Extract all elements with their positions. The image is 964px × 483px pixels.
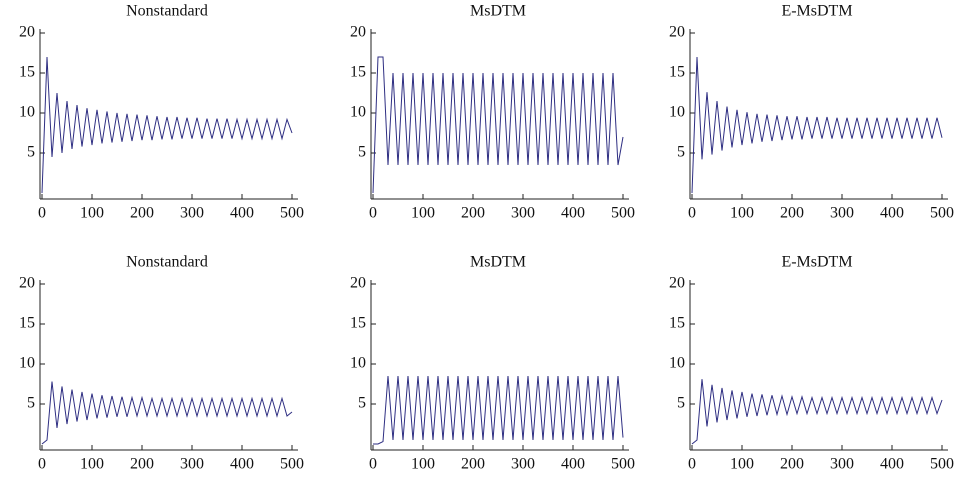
series-line bbox=[41, 56, 293, 194]
x-tick-label: 200 bbox=[461, 456, 485, 473]
x-tick-label: 500 bbox=[611, 456, 635, 473]
x-tick-label: 300 bbox=[511, 456, 535, 473]
x-tick-label: 200 bbox=[130, 205, 154, 222]
x-tick-label: 0 bbox=[369, 456, 377, 473]
chart-title: E-MsDTM bbox=[781, 254, 852, 271]
x-tick-label: 100 bbox=[411, 205, 435, 222]
y-tick-label: 15 bbox=[669, 315, 685, 332]
x-tick-label: 100 bbox=[80, 205, 104, 222]
x-tick-label: 500 bbox=[611, 205, 635, 222]
y-tick-label: 10 bbox=[350, 355, 366, 372]
y-tick-label: 15 bbox=[669, 64, 685, 81]
x-tick-label: 400 bbox=[230, 205, 254, 222]
series-line bbox=[691, 56, 943, 194]
chart-title: MsDTM bbox=[470, 254, 526, 271]
y-tick-label: 5 bbox=[358, 144, 366, 161]
x-tick-label: 0 bbox=[369, 205, 377, 222]
y-tick-label: 10 bbox=[19, 104, 35, 121]
x-tick-label: 500 bbox=[280, 205, 304, 222]
y-tick-label: 20 bbox=[350, 275, 366, 292]
x-tick-label: 300 bbox=[511, 205, 535, 222]
y-tick-label: 20 bbox=[19, 24, 35, 41]
x-tick-label: 0 bbox=[688, 205, 696, 222]
x-tick-label: 400 bbox=[561, 205, 585, 222]
y-tick-label: 15 bbox=[19, 64, 35, 81]
x-tick-label: 500 bbox=[930, 456, 954, 473]
series-line bbox=[41, 381, 293, 445]
y-tick-label: 15 bbox=[350, 64, 366, 81]
chart-title: Nonstandard bbox=[126, 254, 208, 271]
y-tick-label: 5 bbox=[358, 395, 366, 412]
x-tick-label: 200 bbox=[461, 205, 485, 222]
x-tick-label: 500 bbox=[930, 205, 954, 222]
x-tick-label: 300 bbox=[180, 205, 204, 222]
x-tick-label: 400 bbox=[561, 456, 585, 473]
y-tick-label: 5 bbox=[27, 395, 35, 412]
x-tick-label: 500 bbox=[280, 456, 304, 473]
y-tick-label: 20 bbox=[669, 275, 685, 292]
x-tick-label: 400 bbox=[880, 456, 904, 473]
y-tick-label: 10 bbox=[19, 355, 35, 372]
x-tick-label: 400 bbox=[230, 456, 254, 473]
x-tick-label: 0 bbox=[688, 456, 696, 473]
chart-title: E-MsDTM bbox=[781, 3, 852, 20]
x-tick-label: 200 bbox=[130, 456, 154, 473]
y-tick-label: 10 bbox=[350, 104, 366, 121]
y-tick-label: 15 bbox=[350, 315, 366, 332]
y-tick-label: 10 bbox=[669, 104, 685, 121]
y-tick-label: 5 bbox=[677, 144, 685, 161]
x-tick-label: 300 bbox=[830, 456, 854, 473]
series-line bbox=[372, 56, 624, 194]
chart-title: MsDTM bbox=[470, 3, 526, 20]
y-tick-label: 20 bbox=[350, 24, 366, 41]
y-tick-label: 5 bbox=[677, 395, 685, 412]
x-tick-label: 300 bbox=[830, 205, 854, 222]
x-tick-label: 200 bbox=[780, 205, 804, 222]
y-tick-label: 15 bbox=[19, 315, 35, 332]
y-tick-label: 10 bbox=[669, 355, 685, 372]
x-tick-label: 100 bbox=[730, 456, 754, 473]
y-tick-label: 5 bbox=[27, 144, 35, 161]
x-tick-label: 100 bbox=[80, 456, 104, 473]
chart-title: Nonstandard bbox=[126, 3, 208, 20]
x-tick-label: 200 bbox=[780, 456, 804, 473]
x-tick-label: 0 bbox=[38, 205, 46, 222]
series-line bbox=[373, 375, 624, 445]
y-tick-label: 20 bbox=[669, 24, 685, 41]
x-tick-label: 400 bbox=[880, 205, 904, 222]
x-tick-label: 100 bbox=[411, 456, 435, 473]
x-tick-label: 100 bbox=[730, 205, 754, 222]
x-tick-label: 0 bbox=[38, 456, 46, 473]
y-tick-label: 20 bbox=[19, 275, 35, 292]
x-tick-label: 300 bbox=[180, 456, 204, 473]
series-line bbox=[691, 379, 943, 445]
